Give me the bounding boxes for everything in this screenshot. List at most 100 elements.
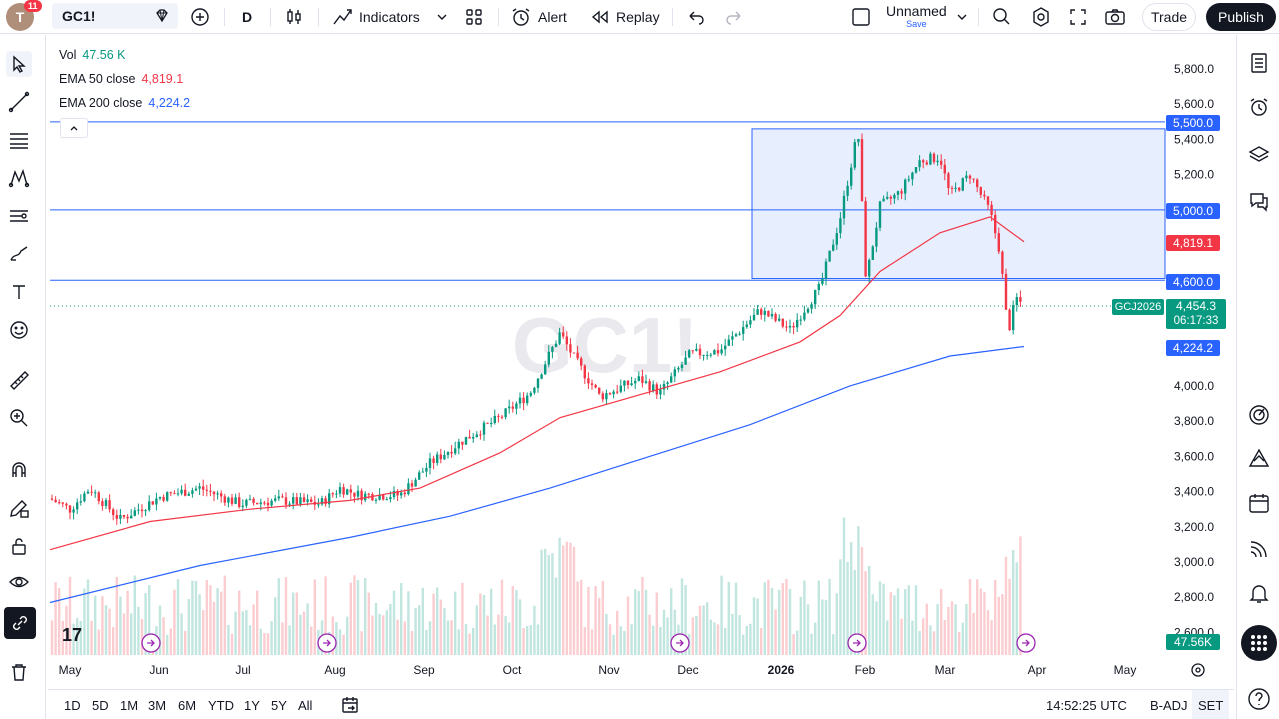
date-range-button[interactable]	[340, 690, 360, 719]
visibility-tool[interactable]	[6, 569, 32, 595]
candle-body	[256, 502, 259, 505]
candle-body	[745, 324, 748, 328]
remove-tool[interactable]	[6, 659, 32, 685]
layout-name[interactable]: Unnamed Save	[886, 3, 947, 29]
layout-dropdown[interactable]	[956, 0, 968, 34]
legend-volume[interactable]: Vol 47.56 K	[59, 48, 125, 62]
range-button-all[interactable]: All	[298, 697, 313, 713]
object-tree-button[interactable]	[1245, 141, 1273, 169]
ideas-button[interactable]	[1245, 445, 1273, 473]
icon-tool[interactable]	[6, 317, 32, 343]
trade-button[interactable]: Trade	[1142, 3, 1196, 31]
magnet-tool[interactable]	[6, 457, 32, 483]
zoom-tool[interactable]	[6, 405, 32, 431]
price-tick-label: 5,800.0	[1174, 62, 1214, 76]
volume-bar	[792, 634, 795, 655]
alert-button[interactable]: Alert	[510, 0, 567, 34]
range-button-5d[interactable]: 5D	[92, 697, 109, 713]
candle-body	[428, 458, 432, 468]
chats-button[interactable]	[1245, 187, 1273, 215]
legend-ema50[interactable]: EMA 50 close 4,819.1	[59, 72, 183, 86]
candle-body	[83, 493, 86, 502]
redo-button[interactable]	[724, 0, 744, 34]
candle-body	[137, 509, 140, 511]
watchlist-button[interactable]	[1245, 49, 1273, 77]
calendar-button[interactable]	[1245, 489, 1273, 517]
notifications-button[interactable]	[1245, 579, 1273, 607]
indicators-dropdown[interactable]	[436, 0, 448, 34]
volume-bar	[670, 588, 673, 655]
divider	[270, 8, 271, 26]
snapshot-button[interactable]	[1104, 0, 1126, 34]
interval-button[interactable]: D	[242, 0, 252, 34]
volume-bar	[871, 594, 874, 655]
range-button-1d[interactable]: 1D	[64, 697, 81, 713]
search-icon	[993, 8, 1010, 25]
range-button-5y[interactable]: 5Y	[271, 697, 287, 713]
volume-bar	[468, 633, 471, 655]
volume-bar	[547, 554, 550, 655]
layout-checkbox[interactable]	[850, 0, 872, 34]
symbol-search[interactable]: GC1!	[52, 3, 178, 29]
adjustment-button[interactable]: B-ADJ	[1150, 697, 1188, 713]
time-tick-label: Apr	[1028, 663, 1047, 677]
candle-body	[446, 451, 450, 455]
candle-body	[115, 515, 118, 519]
range-button-3m[interactable]: 3M	[148, 697, 167, 713]
alarm-clock-icon	[1250, 98, 1268, 116]
volume-bar	[421, 587, 424, 655]
clock[interactable]: 14:52:25 UTC	[1046, 697, 1127, 713]
technicals-button[interactable]	[1245, 401, 1273, 429]
trendline-tool[interactable]	[6, 89, 32, 115]
drawing-mode-tool[interactable]	[6, 495, 32, 521]
time-tick-label: Oct	[503, 663, 522, 677]
candle-body	[371, 494, 374, 501]
news-button[interactable]	[1245, 535, 1273, 563]
link-tool[interactable]	[4, 607, 36, 639]
candle-body	[281, 496, 284, 498]
level-5000-label[interactable]: 5,000.0	[1166, 203, 1220, 219]
replay-button[interactable]: Replay	[590, 0, 660, 34]
level-4600-label[interactable]: 4,600.0	[1166, 274, 1220, 290]
alerts-button[interactable]	[1245, 93, 1273, 121]
session-button[interactable]: SET	[1192, 690, 1230, 719]
indicators-button[interactable]: Indicators	[332, 0, 420, 34]
legend-ema200[interactable]: EMA 200 close 4,224.2	[59, 96, 190, 110]
templates-button[interactable]	[464, 0, 484, 34]
compare-button[interactable]	[190, 0, 210, 34]
divider	[318, 8, 319, 26]
quick-search-button[interactable]	[990, 0, 1012, 34]
settings-button[interactable]	[1030, 0, 1052, 34]
publish-button[interactable]: Publish	[1206, 3, 1276, 31]
brush-tool[interactable]	[6, 241, 32, 267]
candle-body	[590, 383, 594, 385]
price-chart[interactable]: GC1! 5,800.0 5,600.0 5,400.0 5,200.0 4,000.0 3…	[48, 40, 1233, 685]
volume-bar	[799, 596, 802, 655]
range-button-ytd[interactable]: YTD	[208, 697, 234, 713]
text-tool[interactable]	[6, 279, 32, 305]
range-button-1y[interactable]: 1Y	[244, 697, 260, 713]
help-button[interactable]	[1245, 685, 1273, 713]
candle-body	[317, 504, 320, 506]
range-button-1m[interactable]: 1M	[120, 697, 139, 713]
cursor-tool[interactable]	[6, 51, 32, 77]
chart-pane[interactable]: GC1! 5,800.0 5,600.0 5,400.0 5,200.0 4,000.0 3…	[48, 40, 1233, 685]
range-button-6m[interactable]: 6M	[178, 697, 197, 713]
volume-bar	[612, 634, 615, 655]
volume-bar	[508, 622, 511, 655]
collapse-legend-button[interactable]	[60, 118, 88, 138]
fib-tool[interactable]	[6, 127, 32, 153]
volume-bar	[360, 631, 363, 655]
chart-type-button[interactable]	[284, 0, 304, 34]
apps-button[interactable]	[1241, 625, 1277, 661]
diamond-icon[interactable]	[154, 8, 170, 24]
candle-body	[983, 194, 986, 197]
prediction-tool[interactable]	[6, 203, 32, 229]
undo-button[interactable]	[686, 0, 706, 34]
pattern-tool[interactable]	[6, 165, 32, 191]
fullscreen-button[interactable]	[1068, 0, 1088, 34]
chevron-down-icon	[437, 14, 447, 20]
lock-tool[interactable]	[6, 533, 32, 559]
ruler-tool[interactable]	[6, 367, 32, 393]
level-5500-label[interactable]: 5,500.0	[1166, 115, 1220, 131]
